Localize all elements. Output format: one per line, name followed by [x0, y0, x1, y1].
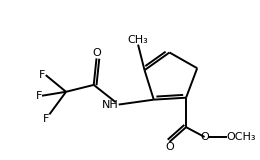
Text: NH: NH: [102, 100, 119, 110]
Text: O: O: [92, 48, 101, 58]
Text: OCH₃: OCH₃: [227, 132, 256, 142]
Text: F: F: [43, 114, 49, 124]
Text: F: F: [36, 91, 42, 101]
Text: O: O: [165, 142, 174, 152]
Text: O: O: [200, 132, 209, 142]
Text: F: F: [39, 70, 46, 80]
Text: CH₃: CH₃: [128, 35, 148, 45]
